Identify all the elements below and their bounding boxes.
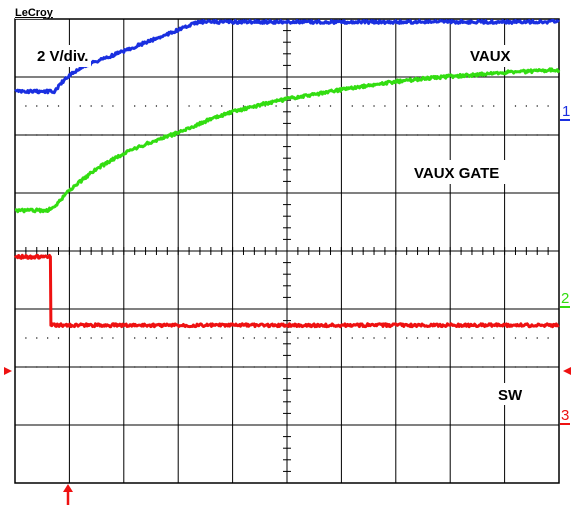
series-label-box-vaux-gate [408,160,536,184]
series-label-sw: SW [498,387,523,404]
channel-marker-1: 1 [562,103,570,120]
trace-vaux-gate [14,67,561,214]
series-label-vaux: VAUX [470,48,511,65]
trigger-arrow-icon [63,484,73,505]
scale-label: 2 V/div. [37,48,88,65]
series-label-vaux-gate: VAUX GATE [414,165,499,182]
brand-logo: LeCroy [15,7,54,19]
ground-marker-right-icon [563,367,571,375]
series-label-box-vaux [464,45,530,67]
center-axis-ticks [14,18,549,472]
trace-vaux [14,18,560,95]
channel-marker-2: 2 [561,290,569,307]
series-label-box-sw [494,383,528,405]
trace-sw [14,253,560,329]
scale-label-box [33,45,91,67]
ground-marker-left-icon [4,367,12,375]
traces [14,18,561,329]
channel-marker-3: 3 [561,407,569,424]
graticule [14,18,560,484]
brand-box [15,4,43,19]
